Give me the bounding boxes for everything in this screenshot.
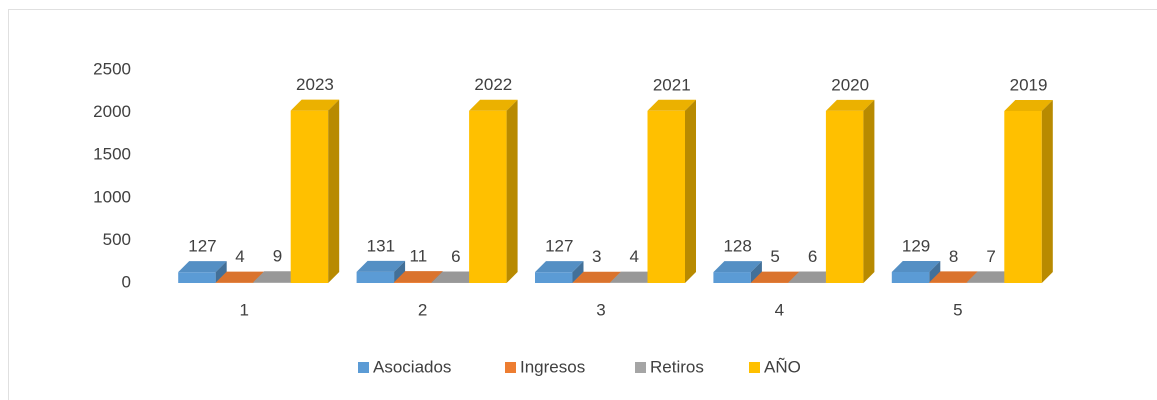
bar-side: [863, 99, 875, 284]
y-tick-label: 1500: [93, 145, 131, 164]
bar-top: [788, 271, 837, 283]
legend-swatch: [358, 362, 369, 373]
bar-top: [572, 271, 621, 283]
bar-side: [506, 99, 518, 283]
bar-side: [328, 99, 340, 283]
bar-front: [394, 282, 432, 283]
data-label: 127: [188, 237, 216, 256]
y-tick-label: 2000: [93, 102, 131, 121]
bar-front: [788, 282, 826, 283]
bar-front: [966, 282, 1005, 283]
bar-side: [572, 261, 584, 283]
bar-front: [290, 110, 329, 283]
x-tick-label: 5: [953, 300, 962, 319]
x-tick-label: 3: [596, 300, 605, 319]
chart-frame: [8, 9, 1157, 400]
bar-front: [469, 110, 507, 283]
data-label: 7: [986, 247, 995, 266]
bar-front: [825, 110, 864, 283]
bar-front: [1004, 110, 1042, 283]
data-label: 5: [770, 247, 779, 266]
bar-front: [647, 110, 685, 284]
data-label: 8: [949, 247, 958, 266]
data-label: 6: [808, 247, 817, 266]
bar-top: [966, 271, 1016, 283]
data-label: 2019: [1010, 75, 1048, 94]
data-label: 131: [367, 236, 395, 255]
y-tick-label: 0: [122, 272, 131, 291]
data-label: 3: [592, 247, 601, 266]
bar-side: [750, 261, 762, 283]
bar-top: [825, 99, 875, 111]
data-label: 2022: [474, 75, 512, 94]
bar-front: [356, 271, 395, 283]
data-label: 6: [451, 247, 460, 266]
bar-top: [750, 271, 800, 283]
bar-top: [431, 271, 481, 283]
bar-top: [647, 99, 696, 111]
y-tick-label: 500: [103, 230, 131, 249]
legend-swatch: [505, 362, 516, 373]
bar-front: [178, 272, 216, 283]
bar-top: [929, 271, 978, 283]
data-label: 11: [410, 247, 428, 266]
legend-label: Retiros: [650, 357, 704, 376]
data-label: 4: [235, 247, 244, 266]
legend-label: AÑO: [764, 357, 801, 376]
bar-top: [610, 271, 659, 283]
bar-top: [535, 261, 584, 273]
legend-swatch: [749, 362, 760, 373]
legend-swatch: [635, 362, 646, 373]
data-label: 2023: [296, 75, 334, 94]
legend-label: Asociados: [373, 357, 451, 376]
data-label: 9: [273, 247, 282, 266]
bar-top: [394, 271, 443, 283]
x-tick-label: 1: [239, 300, 248, 319]
x-tick-label: 2: [418, 300, 427, 319]
bar-top: [178, 261, 227, 273]
bar-top: [891, 261, 941, 273]
data-label: 128: [723, 237, 751, 256]
bar-front: [713, 272, 751, 283]
legend-label: Ingresos: [520, 357, 585, 376]
bar-top: [290, 99, 340, 111]
data-label: 2020: [831, 75, 869, 94]
bar-side: [685, 99, 696, 284]
bar-front: [253, 282, 291, 283]
bar-top: [356, 260, 406, 272]
data-label: 4: [630, 247, 639, 266]
bar-side: [394, 260, 406, 283]
bar-front: [929, 282, 967, 283]
y-tick-label: 1000: [93, 187, 131, 206]
bar-top: [215, 271, 265, 283]
bar-top: [253, 271, 302, 283]
bar-side: [929, 261, 941, 283]
bar-top: [469, 99, 518, 111]
bar-side: [215, 261, 227, 283]
bar-front: [431, 282, 470, 283]
data-label: 2021: [653, 75, 691, 94]
data-label: 127: [545, 237, 573, 256]
bar-front: [891, 272, 930, 283]
bar-top: [713, 261, 762, 273]
bar-top: [1004, 99, 1053, 111]
bar-front: [535, 272, 573, 283]
x-tick-label: 4: [775, 300, 784, 319]
y-tick-label: 2500: [93, 59, 131, 78]
data-label: 129: [902, 236, 930, 255]
bar-side: [1041, 99, 1053, 283]
